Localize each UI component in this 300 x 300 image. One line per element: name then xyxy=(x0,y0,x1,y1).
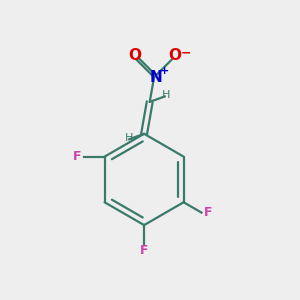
Text: O: O xyxy=(168,48,181,63)
Text: +: + xyxy=(160,66,169,76)
Text: H: H xyxy=(125,133,133,143)
Text: O: O xyxy=(128,48,141,63)
Text: F: F xyxy=(73,150,82,163)
Text: F: F xyxy=(204,206,212,219)
Text: F: F xyxy=(140,244,148,257)
Text: H: H xyxy=(162,90,171,100)
Text: N: N xyxy=(149,70,162,85)
Text: −: − xyxy=(181,46,191,60)
